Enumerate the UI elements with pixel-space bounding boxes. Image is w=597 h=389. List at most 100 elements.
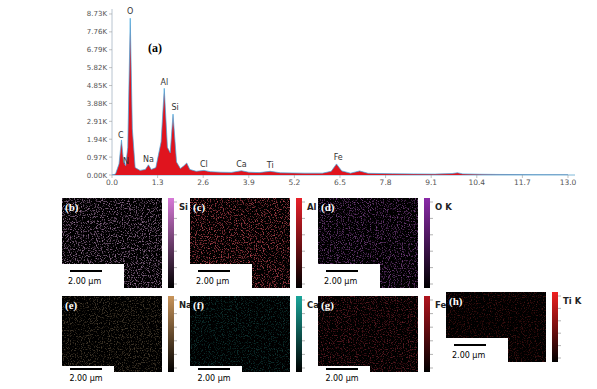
element-map: (f)Ca K2.00 µm bbox=[190, 296, 329, 383]
colorbar-tick bbox=[430, 313, 433, 314]
colorbar-tick bbox=[430, 267, 433, 268]
scale-box bbox=[190, 264, 252, 288]
y-tick bbox=[109, 13, 112, 14]
colorbar-tick bbox=[174, 327, 177, 328]
map-bg bbox=[318, 198, 418, 288]
colorbar-tick bbox=[174, 354, 177, 355]
map-label: (d) bbox=[321, 201, 335, 214]
colorbar bbox=[296, 198, 302, 288]
figure: 0.00K0.97K1.94K2.91K3.88K4.85K5.82K6.79K… bbox=[0, 0, 597, 389]
colorbar-tick bbox=[302, 251, 305, 252]
element-map: (c)Al K2.00 µm bbox=[190, 198, 326, 288]
x-tick-label: 7.8 bbox=[380, 178, 392, 187]
scale-bar bbox=[70, 368, 102, 370]
y-tick bbox=[109, 67, 112, 68]
y-tick bbox=[109, 121, 112, 122]
scale-box bbox=[62, 366, 114, 372]
colorbar-tick bbox=[174, 234, 177, 235]
colorbar-tick bbox=[430, 340, 433, 341]
colorbar-tick bbox=[302, 354, 305, 355]
scale-box bbox=[446, 338, 508, 362]
scale-label: 2.00 µm bbox=[197, 374, 230, 383]
colorbar-tick bbox=[558, 358, 561, 359]
colorbar-tick bbox=[174, 202, 177, 203]
scale-bar bbox=[198, 270, 230, 272]
x-tick-label: 10.4 bbox=[468, 178, 485, 187]
colorbar-tick bbox=[302, 368, 305, 369]
peak-label: Al bbox=[160, 78, 168, 87]
scale-label: 2.00 µm bbox=[69, 374, 102, 383]
y-tick bbox=[109, 175, 112, 176]
colorbar-tick bbox=[558, 333, 561, 334]
peak-label: N bbox=[123, 157, 129, 166]
peak-label: C bbox=[118, 131, 124, 140]
peak-label: Na bbox=[143, 155, 154, 164]
y-tick bbox=[109, 103, 112, 104]
x-tick-label: 13.0 bbox=[560, 178, 577, 187]
colorbar bbox=[424, 198, 430, 288]
spectrum-line bbox=[112, 18, 568, 175]
map-bg bbox=[190, 296, 290, 372]
peak-label: Ti bbox=[266, 161, 274, 170]
colorbar-tick bbox=[430, 354, 433, 355]
colorbar-tick bbox=[174, 267, 177, 268]
y-tick-label: 1.94K bbox=[87, 136, 108, 144]
scale-label: 2.00 µm bbox=[324, 277, 357, 286]
y-tick-label: 6.79K bbox=[87, 46, 108, 54]
peak-label: O bbox=[127, 7, 133, 16]
colorbar-tick bbox=[302, 340, 305, 341]
colorbar-tick bbox=[430, 202, 433, 203]
colorbar bbox=[424, 296, 430, 372]
y-tick-label: 4.85K bbox=[87, 82, 108, 90]
colorbar-tick bbox=[558, 296, 561, 297]
scale-label: 2.00 µm bbox=[196, 277, 229, 286]
peak-label: Cl bbox=[200, 160, 208, 169]
colorbar-tick bbox=[430, 218, 433, 219]
colorbar bbox=[168, 198, 174, 288]
x-tick-label: 11.7 bbox=[514, 178, 531, 187]
colorbar-tick bbox=[174, 251, 177, 252]
element-map: (b)Si K2.00 µm bbox=[62, 198, 198, 288]
colorbar-tick bbox=[430, 300, 433, 301]
y-tick bbox=[109, 139, 112, 140]
panel-label: (a) bbox=[148, 41, 162, 55]
colorbar-tick bbox=[558, 345, 561, 346]
colorbar-tick bbox=[174, 340, 177, 341]
colorbar-tick bbox=[430, 368, 433, 369]
colorbar-tick bbox=[302, 202, 305, 203]
scale-box bbox=[190, 366, 242, 372]
map-bg bbox=[446, 292, 546, 362]
x-tick-label: 2.6 bbox=[197, 178, 209, 187]
map-image bbox=[190, 296, 290, 372]
scale-bar bbox=[198, 368, 230, 370]
element-map: (e)Na K2.00 µm bbox=[62, 296, 202, 383]
colorbar-tick bbox=[174, 313, 177, 314]
colorbar bbox=[296, 296, 302, 372]
map-bg bbox=[190, 198, 290, 288]
plot-area bbox=[112, 18, 568, 175]
x-tick-label: 3.9 bbox=[243, 178, 255, 187]
map-image bbox=[62, 198, 162, 288]
map-label: (g) bbox=[321, 299, 334, 312]
colorbar-tick bbox=[558, 320, 561, 321]
map-bg bbox=[62, 296, 162, 372]
x-tick-label: 1.3 bbox=[152, 178, 164, 187]
colorbar-tick bbox=[302, 234, 305, 235]
colorbar-tick bbox=[430, 284, 433, 285]
peak-label: Ca bbox=[236, 160, 247, 169]
colorbar-tick bbox=[302, 218, 305, 219]
scale-box bbox=[318, 264, 380, 288]
map-bg bbox=[318, 296, 418, 372]
x-tick-label: 5.2 bbox=[288, 178, 300, 187]
y-axis bbox=[112, 9, 113, 175]
colorbar-tick bbox=[558, 308, 561, 309]
colorbar-tick bbox=[430, 327, 433, 328]
colorbar-tick bbox=[174, 284, 177, 285]
y-tick bbox=[109, 49, 112, 50]
y-tick bbox=[109, 31, 112, 32]
colorbar-tick bbox=[430, 251, 433, 252]
map-label: (c) bbox=[193, 201, 206, 214]
map-label: (f) bbox=[193, 299, 204, 312]
map-label: (h) bbox=[449, 295, 463, 308]
y-tick-label: 5.82K bbox=[87, 64, 108, 72]
